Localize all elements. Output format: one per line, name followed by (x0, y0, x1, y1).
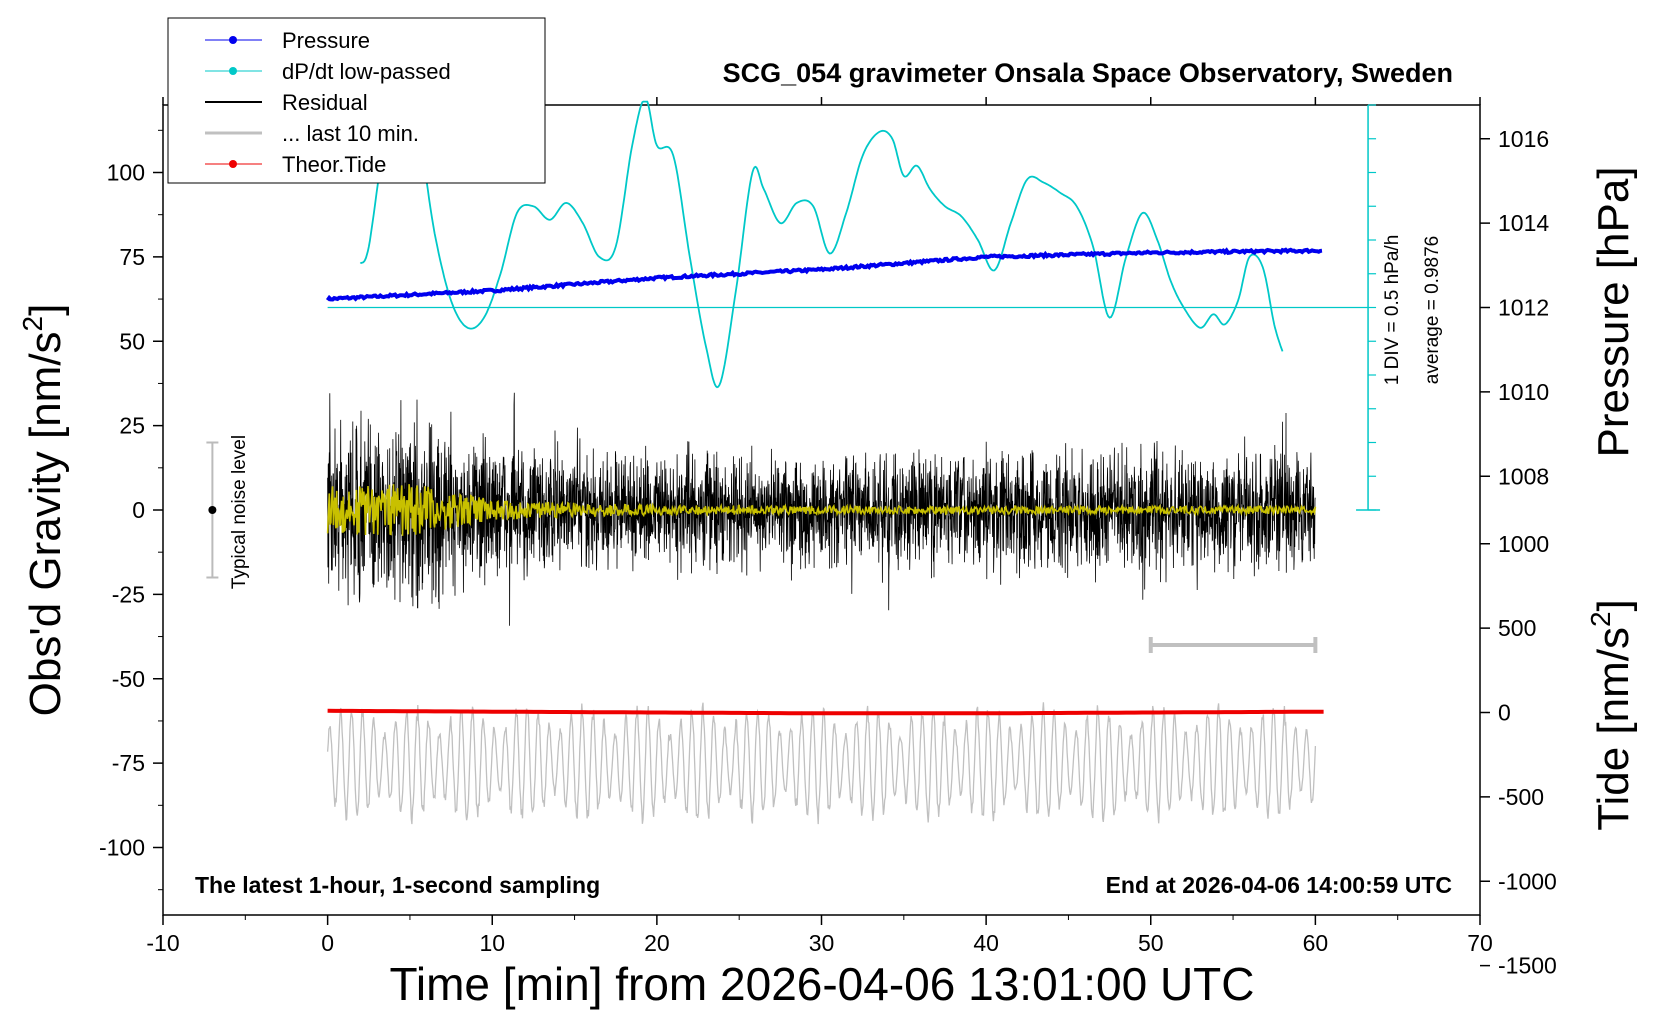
legend-label: Theor.Tide (282, 152, 386, 177)
tide-tick-label: -500 (1498, 784, 1544, 810)
last-10-min-bar (1148, 637, 1318, 653)
tide-tick-label: -1500 (1498, 953, 1557, 979)
pressure-tick-label: 1008 (1498, 463, 1549, 489)
x-tick-label: 70 (1467, 930, 1493, 956)
x-tick-label: 50 (1138, 930, 1164, 956)
y-tick-label: 0 (132, 497, 145, 523)
pressure-tick-label: 1014 (1498, 210, 1549, 236)
x-tick-label: 0 (321, 930, 334, 956)
tide-tick-label: 500 (1498, 615, 1536, 641)
legend-label: Residual (282, 90, 368, 115)
y-tick-label: 100 (107, 160, 145, 186)
x-tick-label: 20 (644, 930, 670, 956)
x-tick-label: 60 (1303, 930, 1329, 956)
legend-label: Pressure (282, 28, 370, 53)
x-tick-label: 10 (479, 930, 505, 956)
y-tick-label: -50 (112, 666, 145, 692)
x-axis-label: Time [min] from 2026-04-06 13:01:00 UTC (390, 958, 1255, 1010)
y-axis-label-tide-main: Tide [nm/s (1589, 627, 1638, 831)
x-axis: -10 0 10 20 30 40 50 60 70 (146, 97, 1493, 956)
y-axis-label-gravity-sup: 2 (17, 316, 48, 332)
legend-label: dP/dt low-passed (282, 59, 451, 84)
y-axis-label-pressure: Pressure [hPa] (1589, 166, 1638, 457)
noise-level-bar (206, 441, 219, 579)
y-tick-label: -100 (99, 835, 145, 861)
pressure-tick-label: 1010 (1498, 379, 1549, 405)
series-last-10-min (326, 702, 1317, 825)
legend-marker (229, 36, 237, 44)
legend: Pressure dP/dt low-passed Residual ... last… (167, 17, 546, 184)
x-tick-label: 30 (809, 930, 835, 956)
y-axis-label-gravity-main: Obs'd Gravity [nm/s (21, 331, 70, 716)
y-axis-gravity: 100 75 50 25 0 -25 -50 -75 -100 (99, 129, 163, 891)
legend-label: ... last 10 min. (282, 121, 419, 146)
series-theor-tide (327, 708, 1324, 716)
dpdt-scale-label: 1 DIV = 0.5 hPa/h (1382, 235, 1403, 386)
bottom-left-text: The latest 1-hour, 1-second sampling (195, 872, 600, 898)
noise-bar-dot (208, 506, 217, 514)
y-axis-tide: 1000 500 0 -500 -1000 -1500 (1480, 531, 1557, 979)
noise-level-label: Typical noise level (229, 435, 250, 589)
y-tick-label: -75 (112, 750, 145, 776)
y-tick-label: -25 (112, 581, 145, 607)
y-tick-label: 50 (119, 328, 145, 354)
series-residual (327, 392, 1316, 626)
series-pressure (325, 247, 1323, 302)
y-tick-label: 25 (119, 413, 145, 439)
tide-tick-label: -1000 (1498, 868, 1557, 894)
tide-tick-label: 0 (1498, 700, 1511, 726)
y-tick-label: 75 (119, 244, 145, 270)
y-axis-label-gravity: Obs'd Gravity [nm/s2] (17, 304, 70, 717)
legend-box (167, 17, 546, 184)
chart-title: SCG_054 gravimeter Onsala Space Observat… (723, 58, 1453, 88)
tide-tick-label: 1000 (1498, 531, 1549, 557)
dpdt-average-label: average = 0.9876 (1422, 236, 1443, 384)
x-tick-label: -10 (146, 930, 179, 956)
y-axis-label-tide-close: ] (1589, 599, 1638, 611)
y-axis-label-tide-sup: 2 (1585, 611, 1616, 627)
y-axis-pressure: 1016 1014 1012 1010 1008 (1480, 126, 1549, 489)
series-residual-lowpassed (326, 484, 1317, 536)
y-axis-label-gravity-close: ] (21, 304, 70, 316)
legend-marker (229, 160, 237, 168)
pressure-tick-label: 1012 (1498, 295, 1549, 321)
legend-marker (229, 67, 237, 75)
y-axis-label-tide: Tide [nm/s2] (1585, 599, 1638, 831)
pressure-tick-label: 1016 (1498, 126, 1549, 152)
series-dpdt-lowpassed (359, 100, 1284, 389)
x-tick-label: 40 (973, 930, 999, 956)
bottom-right-text: End at 2026-04-06 14:00:59 UTC (1106, 872, 1452, 898)
